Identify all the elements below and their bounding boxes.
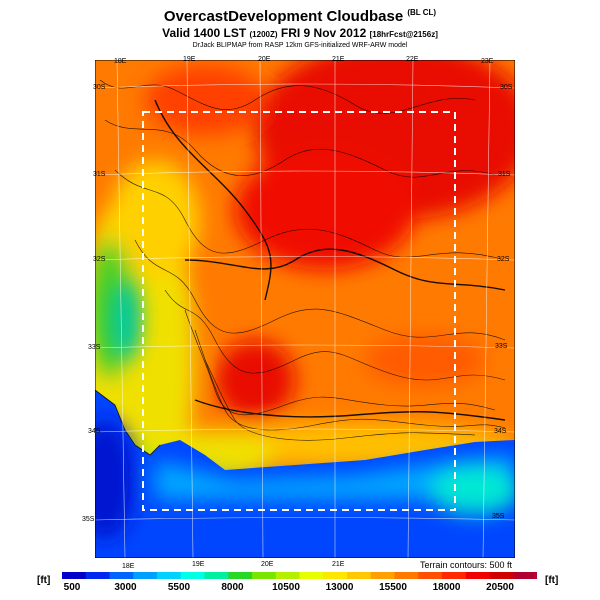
colorbar-segment: [85, 572, 110, 579]
colorbar-segment: [370, 572, 395, 579]
colorbar-label: 8000: [221, 582, 244, 593]
lat-label-left: 34S: [88, 428, 101, 435]
colorbar-label: 18000: [432, 582, 461, 593]
colorbar-label: 5500: [167, 582, 191, 593]
valid-time: Valid 1400 LST (1200Z) FRI 9 Nov 2012 [1…: [162, 26, 438, 40]
colorbar-label: 15500: [379, 582, 407, 593]
cloudbase-map: [95, 60, 515, 558]
colorbar-segment: [228, 572, 253, 579]
colorbar-segment: [418, 572, 443, 579]
lat-label-left: 30S: [93, 84, 106, 91]
colorbar-segment: [465, 572, 490, 579]
colorbar-segment: [347, 572, 372, 579]
lat-label-right: 32S: [497, 256, 510, 263]
colorbar-unit-right: [ft]: [545, 575, 559, 586]
colorbar-segment: [275, 572, 300, 579]
colorbar-segment: [252, 572, 277, 579]
colorbar-label: 10500: [272, 582, 300, 593]
lat-label-left: 31S: [93, 171, 106, 178]
lon-label-top: 19E: [183, 56, 196, 63]
colorbar-label: 20500: [486, 582, 514, 593]
lon-label-bottom: 19E: [192, 561, 205, 568]
colorbar-label: 13000: [325, 582, 354, 593]
lat-label-left: 33S: [88, 344, 101, 351]
colorbar-segment: [204, 572, 229, 579]
colorbar-segment: [133, 572, 158, 579]
colorbar-segment: [323, 572, 348, 579]
lon-label-top: 21E: [332, 56, 345, 63]
lat-label-right: 34S: [494, 428, 507, 435]
lat-label-left: 35S: [82, 516, 95, 523]
lat-label-right: 35S: [492, 513, 505, 520]
colorbar-unit-left: [ft]: [37, 575, 51, 586]
lon-label-top: 20E: [258, 56, 271, 63]
colorbar-segment: [109, 572, 134, 579]
terrain-contour-note: Terrain contours: 500 ft: [419, 560, 512, 570]
colorbar-segment: [513, 572, 537, 579]
map-title: OvercastDevelopment Cloudbase (BL CL): [163, 8, 437, 25]
colorbar: [62, 572, 537, 579]
colorbar-segment: [62, 572, 87, 579]
colorbar-segment: [157, 572, 182, 579]
lon-label-bottom: 21E: [332, 561, 345, 568]
lat-label-right: 31S: [498, 171, 511, 178]
lat-label-left: 32S: [93, 256, 106, 263]
colorbar-segment: [489, 572, 514, 579]
lat-label-right: 33S: [495, 343, 508, 350]
lon-label-top: 23E: [481, 58, 494, 65]
lat-label-right: 30S: [500, 84, 513, 91]
colorbar-segment: [180, 572, 205, 579]
lon-label-top: 18E: [114, 58, 127, 65]
colorbar-label: 500: [63, 582, 81, 593]
source-note: DrJack BLIPMAP from RASP 12km GFS-initia…: [192, 42, 408, 49]
colorbar-segment: [299, 572, 324, 579]
lon-label-bottom: 18E: [122, 563, 135, 570]
colorbar-label: 3000: [114, 582, 137, 593]
colorbar-segment: [394, 572, 419, 579]
colorbar-segment: [442, 572, 467, 579]
lon-label-top: 22E: [406, 56, 419, 63]
lon-label-bottom: 20E: [261, 561, 274, 568]
